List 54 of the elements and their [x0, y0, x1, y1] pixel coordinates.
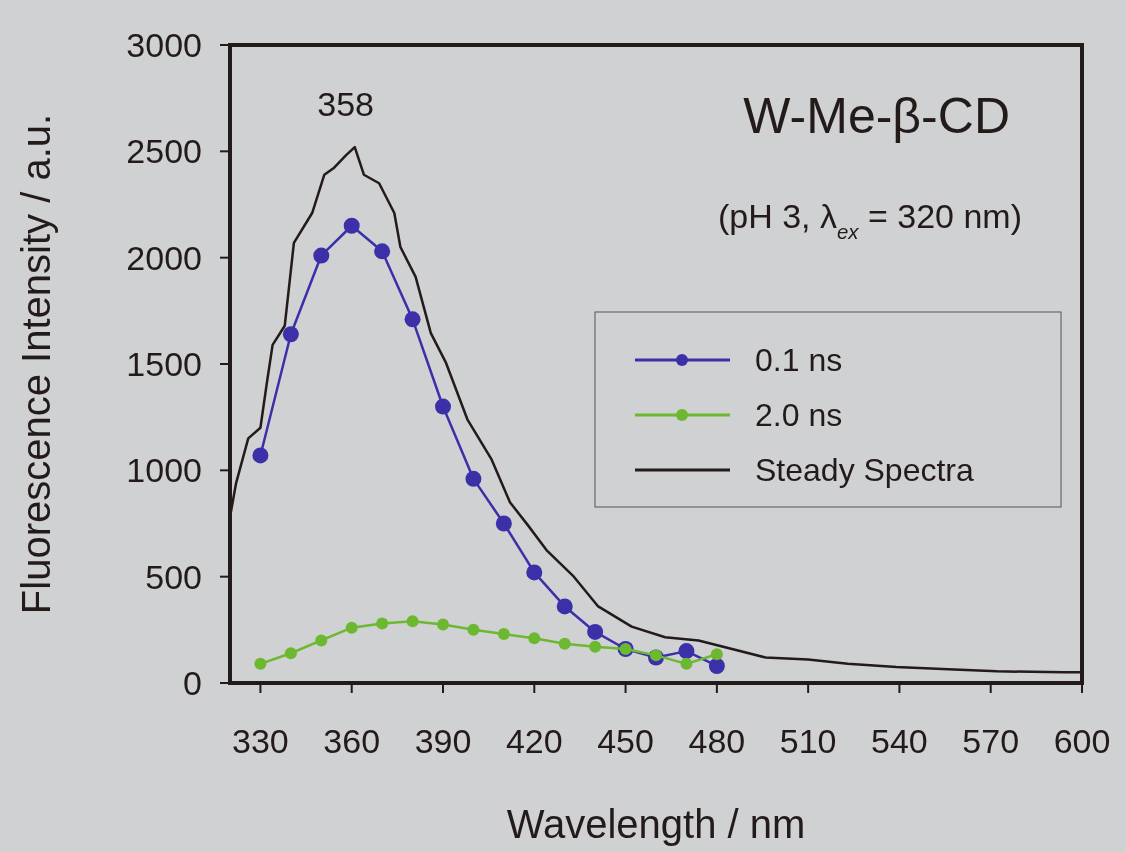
annotation: 358: [317, 84, 374, 123]
y-tick-label: 500: [145, 557, 202, 596]
point: [680, 657, 693, 670]
point: [556, 598, 573, 615]
point: [708, 657, 725, 674]
x-tick-label: 390: [414, 722, 472, 760]
point: [252, 447, 269, 464]
text: (pH 3, λ$_{ex}$ = 320 nm): [717, 197, 1022, 243]
point: [435, 398, 451, 415]
legend-label: 2.0 ns: [755, 397, 843, 433]
point: [528, 632, 541, 645]
point: [437, 618, 449, 631]
y-axis-title: Fluorescence Intensity / a.u.: [14, 113, 58, 615]
point: [467, 623, 480, 636]
y-tick-label: 3000: [126, 26, 202, 64]
y-tick-label: 2500: [126, 132, 202, 171]
x-tick-label: 540: [871, 722, 928, 760]
x-tick-label: 480: [688, 722, 746, 760]
x-tick-label: 330: [232, 722, 289, 760]
x-axis-title: Wavelength / nm: [506, 802, 806, 846]
x-tick-label: 600: [1053, 722, 1111, 760]
point: [282, 326, 299, 343]
point: [376, 617, 389, 630]
point: [254, 657, 267, 670]
point: [558, 637, 571, 650]
x-tick-label: 450: [597, 722, 654, 760]
point: [710, 648, 723, 661]
x-tick-label: 510: [779, 722, 837, 760]
y-tick-label: 1500: [126, 345, 202, 383]
point: [345, 621, 358, 634]
point: [678, 643, 695, 660]
point: [343, 217, 360, 234]
point: [404, 311, 421, 328]
point: [465, 470, 482, 487]
x-tick-label: 570: [962, 722, 1020, 760]
x-tick-label: 420: [505, 722, 563, 760]
point: [587, 623, 604, 640]
point: [374, 243, 391, 260]
text: W-Me-β-CD: [743, 88, 1010, 144]
legend-label: 0.1 ns: [755, 342, 843, 378]
legend-label: Steady Spectra: [755, 452, 974, 488]
y-tick-label: 2000: [126, 238, 202, 277]
y-tick-label: 0: [183, 664, 202, 702]
point: [495, 515, 512, 532]
y-tick-label: 1000: [126, 451, 202, 490]
point: [526, 564, 543, 581]
point: [589, 640, 602, 653]
point: [650, 649, 662, 662]
point: [284, 647, 297, 660]
x-tick-label: 360: [323, 722, 381, 760]
point: [313, 247, 330, 264]
point: [315, 634, 328, 647]
point: [497, 628, 510, 641]
point: [406, 615, 419, 628]
